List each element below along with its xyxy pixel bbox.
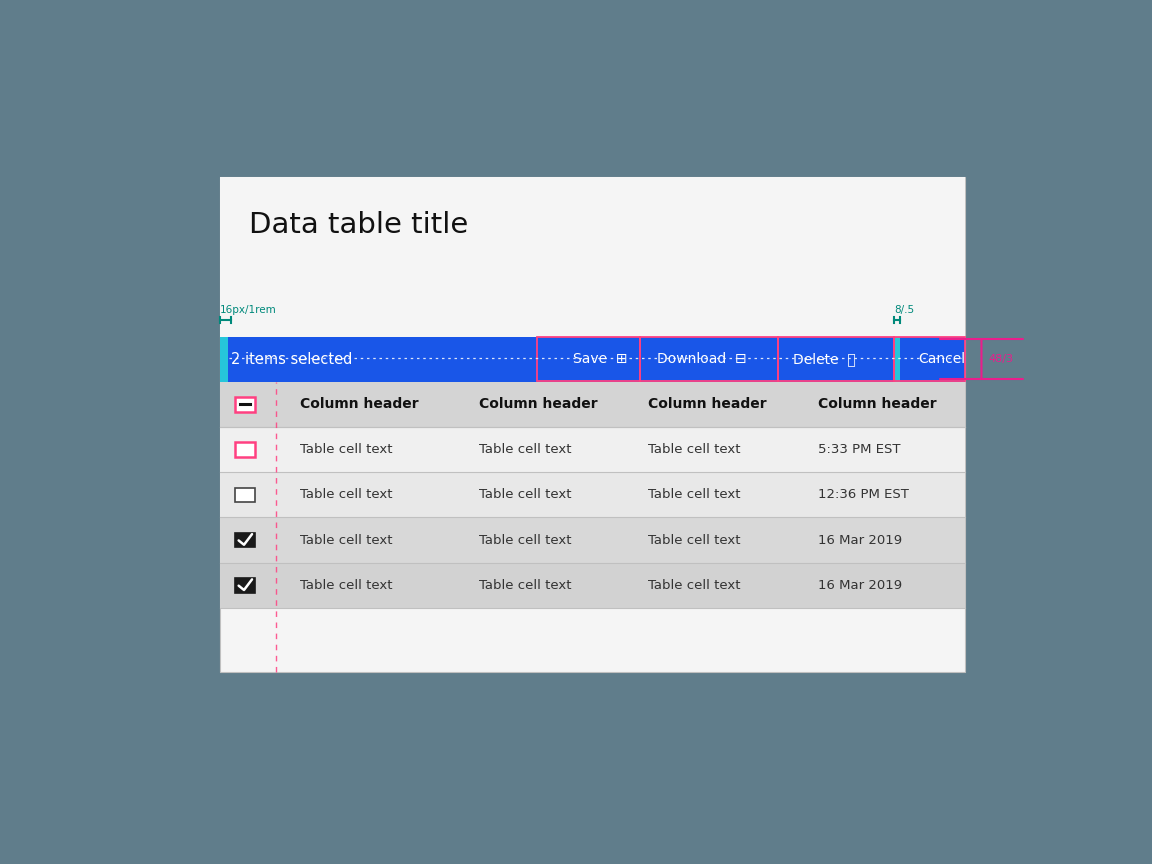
Bar xyxy=(220,427,965,473)
Text: Data table title: Data table title xyxy=(249,212,469,239)
Bar xyxy=(235,533,255,548)
Bar xyxy=(220,337,228,382)
Text: 16px/1rem: 16px/1rem xyxy=(220,305,276,314)
Text: 5:33 PM EST: 5:33 PM EST xyxy=(818,443,901,456)
Bar xyxy=(220,382,965,427)
Text: Table cell text: Table cell text xyxy=(649,534,741,547)
Text: Column header: Column header xyxy=(479,397,598,411)
Text: 48/3: 48/3 xyxy=(988,354,1014,364)
Text: 2 items selected: 2 items selected xyxy=(232,352,353,366)
Bar xyxy=(220,518,965,562)
Text: 16 Mar 2019: 16 Mar 2019 xyxy=(818,534,902,547)
Bar xyxy=(220,562,965,608)
Bar xyxy=(235,487,255,502)
Text: 12:36 PM EST: 12:36 PM EST xyxy=(818,488,909,501)
Text: Table cell text: Table cell text xyxy=(301,534,393,547)
Bar xyxy=(639,337,778,381)
Bar xyxy=(894,337,900,382)
Bar xyxy=(894,337,965,381)
Text: Download  ⊟: Download ⊟ xyxy=(658,353,746,366)
Text: Table cell text: Table cell text xyxy=(479,534,571,547)
Text: Column header: Column header xyxy=(301,397,419,411)
Bar xyxy=(235,442,255,457)
Text: Delete  ⧃: Delete ⧃ xyxy=(793,353,856,366)
Text: Table cell text: Table cell text xyxy=(479,443,571,456)
Text: Table cell text: Table cell text xyxy=(649,488,741,501)
Text: Table cell text: Table cell text xyxy=(479,579,571,592)
Text: Save  ⊞: Save ⊞ xyxy=(573,353,627,366)
Bar xyxy=(220,337,965,382)
Bar xyxy=(220,473,965,518)
Text: Table cell text: Table cell text xyxy=(301,443,393,456)
Text: Table cell text: Table cell text xyxy=(301,579,393,592)
Text: 16 Mar 2019: 16 Mar 2019 xyxy=(818,579,902,592)
Bar xyxy=(235,578,255,593)
FancyBboxPatch shape xyxy=(220,177,965,672)
Bar xyxy=(537,337,639,381)
Text: Cancel: Cancel xyxy=(918,353,965,366)
Text: Column header: Column header xyxy=(649,397,767,411)
Text: Table cell text: Table cell text xyxy=(479,488,571,501)
Text: Table cell text: Table cell text xyxy=(649,579,741,592)
Bar xyxy=(778,337,894,381)
Bar xyxy=(235,397,255,412)
Text: Table cell text: Table cell text xyxy=(301,488,393,501)
Text: Column header: Column header xyxy=(818,397,937,411)
Text: Table cell text: Table cell text xyxy=(649,443,741,456)
Text: 8/.5: 8/.5 xyxy=(894,305,914,314)
Bar xyxy=(220,177,965,365)
